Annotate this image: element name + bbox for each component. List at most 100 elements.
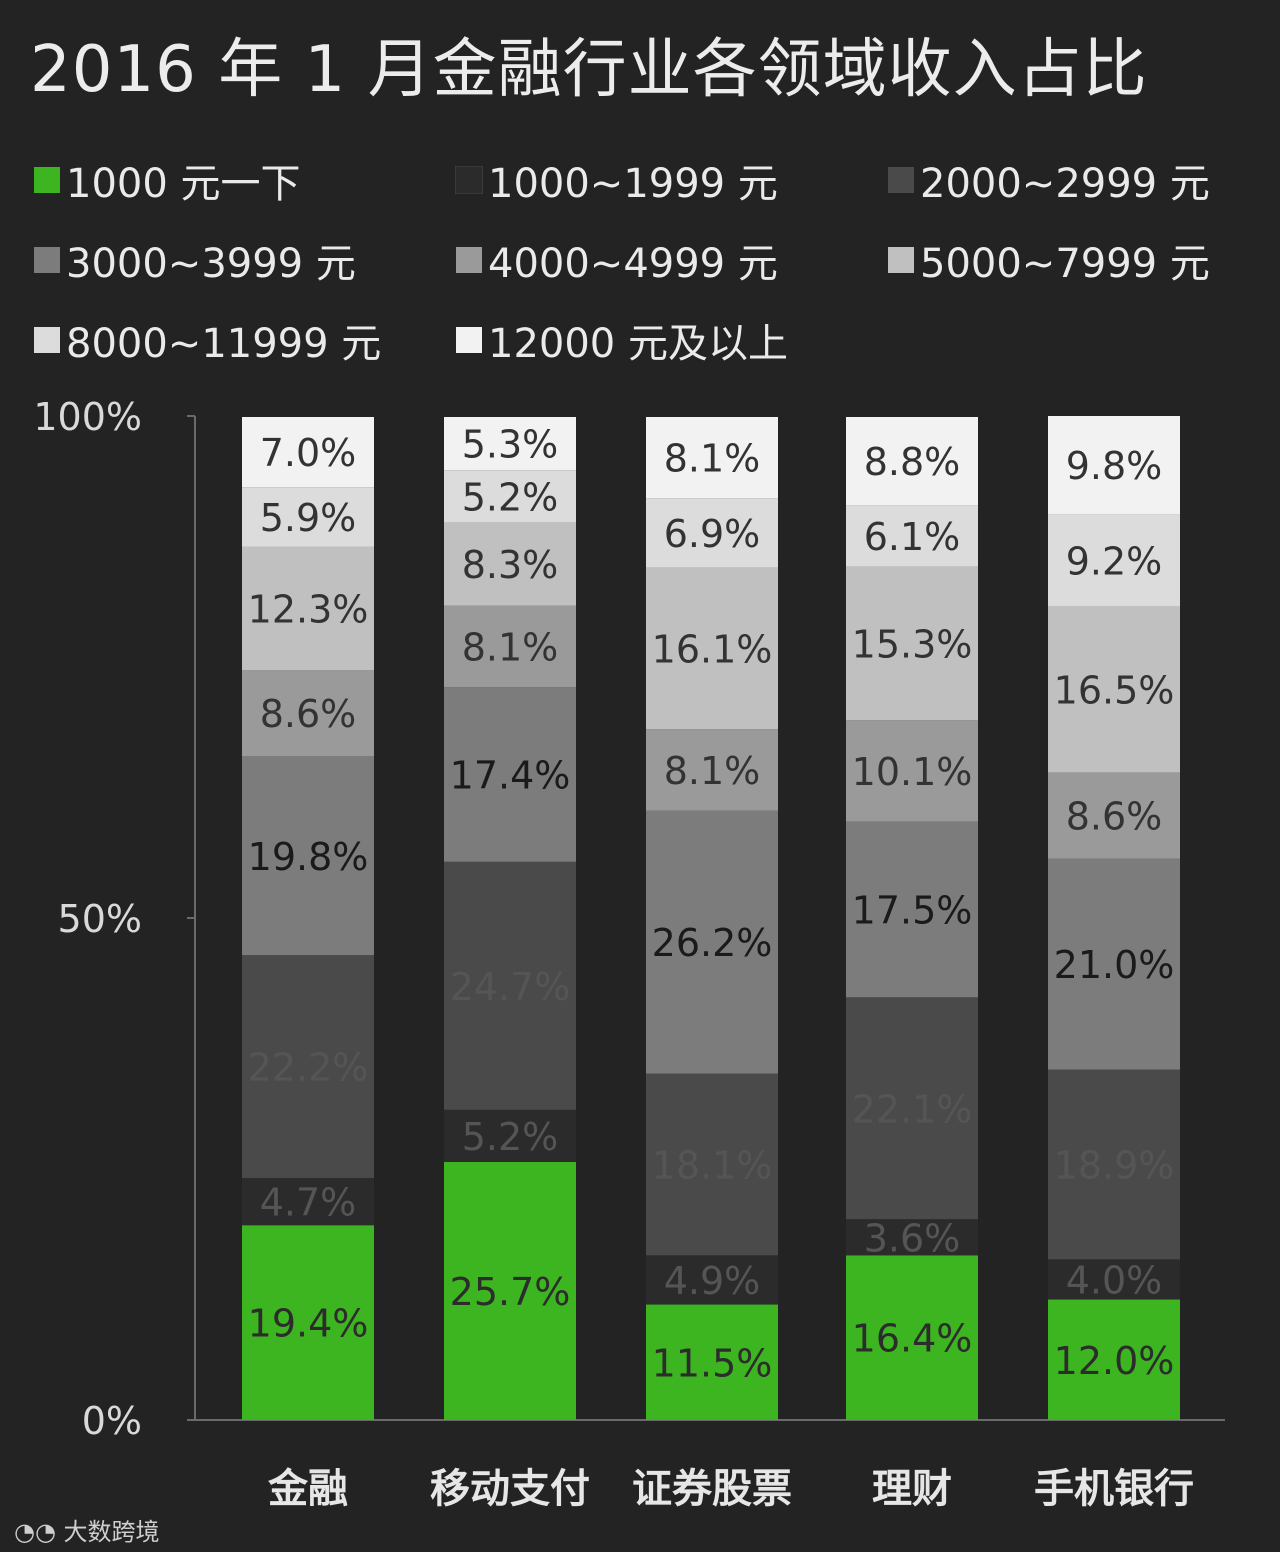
bar-segment <box>1048 416 1180 515</box>
legend-swatch <box>34 247 60 273</box>
bar-segment <box>242 756 374 956</box>
bar-segment <box>646 729 778 811</box>
bar-segment <box>1048 514 1180 607</box>
data-label: 12.3% <box>248 587 369 631</box>
data-label: 24.7% <box>450 965 571 1009</box>
bar-segment <box>1048 1299 1180 1420</box>
data-label: 26.2% <box>652 921 773 965</box>
data-label: 9.2% <box>1066 540 1163 584</box>
legend-item: 8000~11999 元 <box>34 318 381 367</box>
data-label: 22.1% <box>852 1087 973 1131</box>
bar-segment <box>646 810 778 1074</box>
data-label: 15.3% <box>852 622 973 666</box>
bar-segment <box>846 417 978 506</box>
data-label: 8.1% <box>664 749 761 793</box>
legend-item: 1000~1999 元 <box>455 158 778 207</box>
legend-swatch <box>456 247 482 273</box>
bar-segment <box>1048 606 1180 773</box>
y-tick-label: 100% <box>33 395 142 439</box>
data-label: 17.4% <box>450 753 571 797</box>
legend-item: 5000~7999 元 <box>888 238 1210 287</box>
bar-segment <box>242 670 374 757</box>
bar-segment <box>646 567 778 730</box>
x-tick-label: 手机银行 <box>1034 1466 1194 1512</box>
data-label: 8.3% <box>462 543 559 587</box>
legend-item: 2000~2999 元 <box>888 158 1210 207</box>
bar-segment <box>846 1255 978 1420</box>
legend-swatch <box>456 327 482 353</box>
watermark-text: 大数跨境 <box>63 1518 160 1546</box>
data-label: 17.5% <box>852 888 973 932</box>
data-label: 8.8% <box>864 440 961 484</box>
bar-segment <box>444 1161 576 1420</box>
bar-segment <box>444 417 576 471</box>
data-label: 6.1% <box>864 515 961 559</box>
data-label: 9.8% <box>1066 444 1163 488</box>
data-label: 4.7% <box>260 1181 357 1225</box>
legend-swatch <box>34 327 60 353</box>
data-label: 18.1% <box>652 1143 773 1187</box>
bar-segment <box>646 1304 778 1420</box>
data-label: 19.8% <box>248 835 369 879</box>
bar-segment <box>846 720 978 822</box>
data-label: 21.0% <box>1054 943 1175 987</box>
x-tick-label: 证券股票 <box>632 1466 792 1512</box>
legend-swatch <box>888 247 914 273</box>
data-label: 10.1% <box>852 750 973 794</box>
legend-label: 1000 元一下 <box>66 161 301 207</box>
watermark-logo-icon: ◔◔ <box>14 1518 56 1546</box>
legend-swatch <box>34 167 60 193</box>
legend-label: 8000~11999 元 <box>66 321 382 367</box>
chart-legend: 1000 元一下 1000~1999 元 2000~2999 元 3000~3999 … <box>0 0 1280 380</box>
bar-segment <box>444 605 576 688</box>
data-label: 8.1% <box>462 625 559 669</box>
data-label: 16.4% <box>852 1317 973 1361</box>
data-label: 3.6% <box>864 1216 961 1260</box>
bar-segment <box>646 1255 778 1305</box>
bar-segment <box>846 566 978 721</box>
bar-segment <box>646 1073 778 1256</box>
bar-segment <box>444 1109 576 1162</box>
y-tick-label: 50% <box>58 897 142 941</box>
data-label: 18.9% <box>1054 1143 1175 1187</box>
bar-segment <box>846 821 978 998</box>
data-label: 5.9% <box>260 496 357 540</box>
legend-label: 1000~1999 元 <box>488 161 778 207</box>
bar-segment <box>242 955 374 1179</box>
legend-label: 5000~7999 元 <box>920 241 1210 287</box>
watermark: ◔◔ 大数跨境 <box>14 1512 160 1547</box>
bar-segment <box>1048 858 1180 1070</box>
chart-title: 2016 年 1 月金融行业各领域收入占比 <box>30 33 1148 107</box>
data-label: 8.6% <box>260 692 357 736</box>
data-label: 16.1% <box>652 627 773 671</box>
legend-label: 3000~3999 元 <box>66 241 356 287</box>
y-tick-label: 0% <box>82 1399 142 1443</box>
legend-swatch <box>888 167 914 193</box>
legend-label: 4000~4999 元 <box>488 241 778 287</box>
data-label: 8.6% <box>1066 795 1163 839</box>
data-label: 6.9% <box>664 512 761 556</box>
bar-segment <box>242 417 374 488</box>
data-label: 7.0% <box>260 431 357 475</box>
data-label: 25.7% <box>450 1270 571 1314</box>
data-label: 4.0% <box>1066 1258 1163 1302</box>
legend-item: 1000 元一下 <box>34 158 301 207</box>
data-label: 5.3% <box>462 423 559 467</box>
data-label: 16.5% <box>1054 669 1175 713</box>
legend-item: 3000~3999 元 <box>34 238 356 287</box>
data-label: 5.2% <box>462 475 559 519</box>
bar-segment <box>1048 1259 1180 1300</box>
bar-segment <box>646 417 778 499</box>
bar-segment <box>242 546 374 671</box>
data-label: 8.1% <box>664 437 761 481</box>
data-label: 4.9% <box>664 1259 761 1303</box>
bar-segment <box>646 498 778 568</box>
bar-segment <box>242 1178 374 1226</box>
data-label: 5.2% <box>462 1115 559 1159</box>
data-label: 22.2% <box>248 1046 369 1090</box>
data-label: 11.5% <box>652 1341 773 1385</box>
x-tick-label: 金融 <box>267 1466 348 1512</box>
x-tick-label: 移动支付 <box>430 1466 590 1512</box>
bar-segment <box>444 861 576 1110</box>
